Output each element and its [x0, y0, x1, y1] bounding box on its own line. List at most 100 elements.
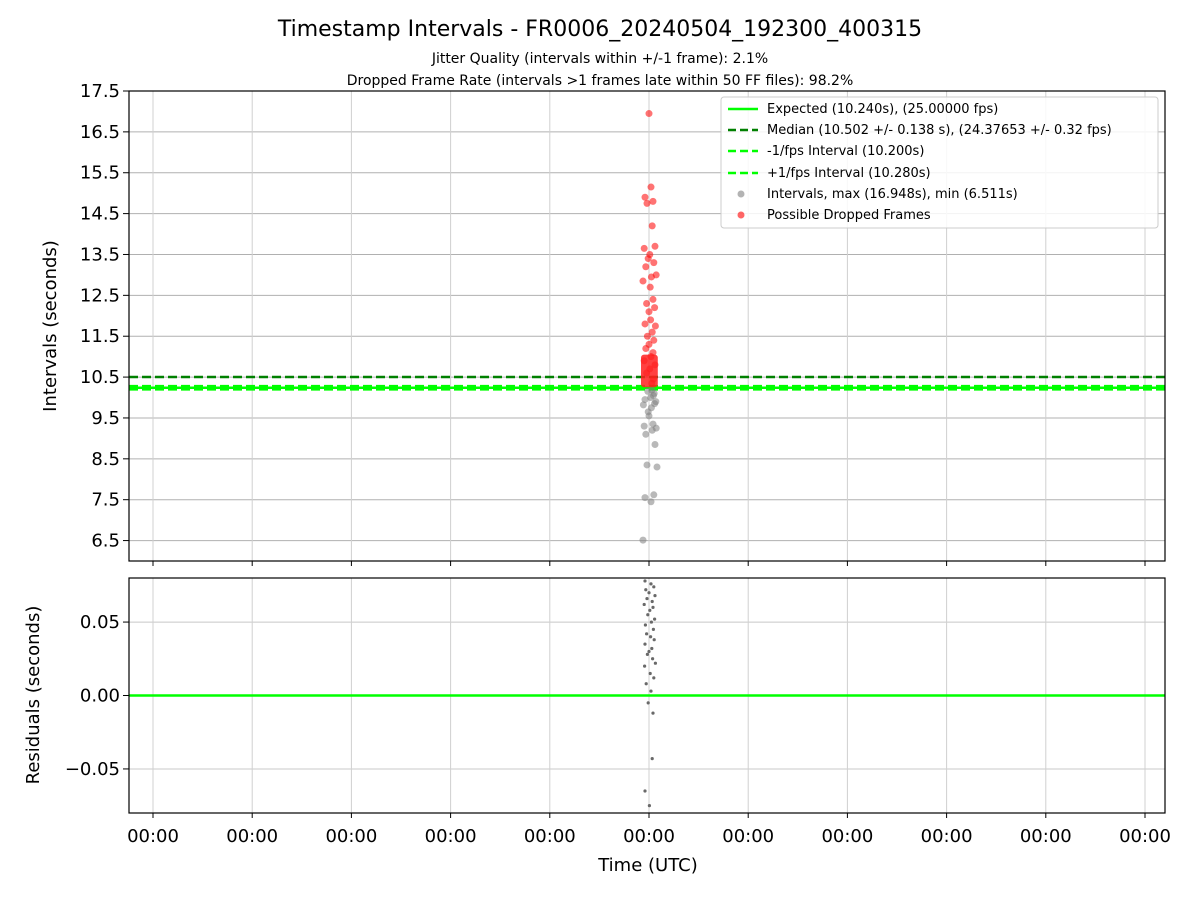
- residual-point: [653, 617, 657, 621]
- dropped-frame-point: [642, 263, 650, 271]
- dropped-frame-point: [641, 193, 649, 201]
- x-tick-label: 00:00: [623, 826, 675, 847]
- interval-point: [647, 498, 655, 506]
- residuals-x-ticks: 00:00 00:00 00:00 00:00 00:00 00:00 00:00 00:00…: [127, 813, 1171, 847]
- dropped-frame-point: [642, 344, 650, 352]
- intervals-y-tick-label: 16.5: [80, 122, 120, 143]
- residuals-plot: −0.050.000.05 00:00 00:00 00:00 00:00 00:00 0…: [23, 577, 1171, 876]
- residual-point: [652, 676, 656, 680]
- dropped-frame-point: [649, 197, 657, 205]
- residual-point: [653, 661, 658, 665]
- dropped-frame-point: [647, 316, 655, 324]
- dropped-frame-point: [648, 222, 656, 230]
- dropped-frame-point: [650, 259, 658, 267]
- interval-point: [639, 536, 647, 544]
- dropped-frame-point: [643, 199, 651, 207]
- x-tick-label: 00:00: [325, 826, 377, 847]
- residuals-y-tick-label: 0.05: [80, 612, 120, 633]
- chart-subtitle-jitter: Jitter Quality (intervals within +/-1 fr…: [431, 51, 768, 67]
- residual-point: [651, 605, 655, 609]
- residual-point: [643, 623, 648, 627]
- interval-point: [642, 430, 650, 438]
- dropped-frame-point: [644, 255, 652, 263]
- interval-point: [648, 386, 656, 394]
- interval-point: [651, 441, 659, 449]
- residual-point: [651, 627, 656, 632]
- residual-point: [643, 579, 647, 583]
- residuals-y-axis-label: Residuals (seconds): [23, 606, 44, 785]
- x-axis-label: Time (UTC): [597, 855, 698, 876]
- intervals-plot-frame: [128, 90, 1166, 562]
- interval-point: [649, 420, 657, 428]
- dropped-frame-point: [643, 332, 651, 340]
- dropped-frame-point: [646, 283, 654, 291]
- legend-marker-dropped: [737, 211, 745, 219]
- legend-label-plus-fps: +1/fps Interval (10.280s): [767, 166, 931, 181]
- residual-point: [645, 632, 649, 636]
- intervals-plot: 6.5 7.5 8.5 9.5 10.5 11.5 12.5 13.5 14.5 15.5 16.5…: [40, 81, 1166, 566]
- dropped-frame-point: [645, 110, 653, 118]
- legend-label-median: Median (10.502 +/- 0.138 s), (24.37653 +…: [767, 123, 1112, 138]
- dropped-frame-point: [648, 328, 656, 336]
- intervals-y-tick-label: 6.5: [91, 531, 120, 552]
- legend-label-dropped: Possible Dropped Frames: [767, 208, 931, 223]
- dropped-frame-point: [641, 320, 649, 328]
- legend: Expected (10.240s), (25.00000 fps) Media…: [720, 96, 1159, 229]
- dropped-frame-point: [647, 183, 655, 191]
- intervals-y-tick-label: 15.5: [80, 163, 120, 184]
- interval-point: [652, 398, 660, 406]
- residual-point: [648, 608, 652, 612]
- dropped-frame-point: [651, 322, 659, 330]
- residual-point: [650, 757, 654, 761]
- residual-point: [650, 646, 654, 651]
- x-tick-label: 00:00: [1020, 826, 1072, 847]
- intervals-y-ticks: 6.5 7.5 8.5 9.5 10.5 11.5 12.5 13.5 14.5 15.5 16.5…: [80, 81, 129, 552]
- residual-point: [642, 602, 646, 607]
- residual-point: [646, 701, 650, 705]
- x-tick-label: 00:00: [524, 826, 576, 847]
- intervals-y-tick-label: 8.5: [91, 449, 120, 470]
- residual-point: [646, 613, 650, 617]
- residual-point: [645, 596, 649, 601]
- residual-point: [643, 642, 647, 646]
- legend-marker-intervals: [737, 190, 745, 198]
- intervals-y-tick-label: 11.5: [80, 326, 120, 347]
- residual-point: [649, 582, 653, 586]
- residual-point: [647, 804, 652, 808]
- x-tick-label: 00:00: [722, 826, 774, 847]
- residual-point: [648, 671, 652, 676]
- legend-label-expected: Expected (10.240s), (25.00000 fps): [767, 102, 998, 117]
- residual-point: [647, 591, 651, 595]
- dropped-frame-point: [651, 304, 659, 312]
- residual-point: [652, 585, 656, 589]
- residual-point: [645, 652, 650, 656]
- intervals-y-tick-label: 13.5: [80, 244, 120, 265]
- intervals-y-tick-label: 9.5: [91, 408, 120, 429]
- dropped-frame-point: [649, 295, 657, 303]
- x-tick-label: 00:00: [127, 826, 179, 847]
- intervals-x-ticks: [152, 561, 1146, 566]
- intervals-y-tick-label: 7.5: [91, 490, 120, 511]
- residual-point: [649, 620, 654, 624]
- dropped-frames-cluster: [641, 354, 658, 388]
- residual-point: [653, 594, 657, 598]
- interval-point: [641, 396, 649, 404]
- intervals-y-tick-label: 17.5: [80, 81, 120, 102]
- residual-point: [649, 689, 653, 693]
- dropped-frame-point: [647, 273, 655, 281]
- interval-point: [639, 401, 647, 409]
- residual-point: [643, 664, 647, 668]
- legend-label-minus-fps: -1/fps Interval (10.200s): [767, 144, 924, 159]
- intervals-reference-lines: [129, 375, 1165, 391]
- residual-point: [652, 638, 656, 642]
- legend-label-intervals: Intervals, max (16.948s), min (6.511s): [767, 187, 1018, 202]
- interval-point: [640, 422, 648, 430]
- interval-point: [641, 494, 649, 502]
- residual-point: [644, 682, 648, 686]
- interval-point: [650, 491, 658, 499]
- residual-point: [647, 649, 651, 654]
- residual-point: [651, 657, 655, 661]
- dropped-frame-point: [645, 308, 653, 316]
- residual-point: [650, 599, 654, 604]
